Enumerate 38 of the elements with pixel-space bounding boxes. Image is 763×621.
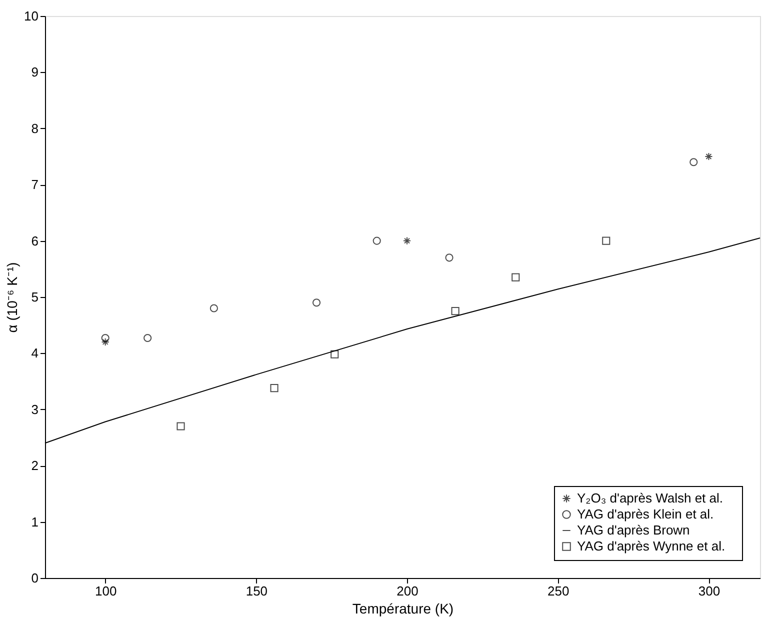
y-tick-label: 8 bbox=[31, 120, 38, 136]
point bbox=[144, 334, 152, 342]
y-tick-label: 6 bbox=[31, 233, 38, 248]
y-tick-label: 7 bbox=[31, 177, 38, 192]
x-tick-label: 100 bbox=[94, 584, 117, 598]
point bbox=[270, 384, 278, 392]
y-tick-label: 10 bbox=[24, 8, 38, 24]
y-tick-label: 9 bbox=[31, 64, 38, 80]
x-tick-label: 150 bbox=[246, 584, 268, 598]
point bbox=[210, 304, 218, 312]
point bbox=[602, 236, 610, 245]
x-tick-label: 300 bbox=[698, 584, 720, 598]
point bbox=[312, 298, 321, 307]
point bbox=[176, 422, 185, 430]
y-tick-label: 1 bbox=[31, 514, 38, 530]
x-tick-label: 250 bbox=[548, 584, 570, 598]
x-axis-title: Température (K) bbox=[352, 600, 454, 616]
x-tick-label: 200 bbox=[396, 584, 418, 598]
point bbox=[101, 338, 110, 346]
point bbox=[330, 350, 339, 358]
y-tick-label: 3 bbox=[31, 402, 38, 417]
point bbox=[451, 307, 460, 316]
y-tick-label: 4 bbox=[31, 346, 38, 361]
legend-label: Y₂O₃ d'après Walsh et al. bbox=[577, 490, 724, 506]
y-tick-label: 5 bbox=[31, 290, 38, 304]
point bbox=[704, 152, 713, 161]
legend-label: YAG d'après Klein et al. bbox=[577, 506, 714, 522]
y-tick-label: 2 bbox=[31, 458, 38, 474]
point bbox=[372, 236, 381, 245]
y-axis-title: α (10⁻⁶ K⁻¹) bbox=[4, 262, 20, 333]
legend-label: YAG d'après Brown bbox=[577, 522, 690, 538]
legend-label: YAG d'après Wynne et al. bbox=[577, 538, 726, 554]
point bbox=[690, 158, 698, 166]
point bbox=[512, 273, 520, 282]
point bbox=[402, 236, 412, 245]
point bbox=[101, 334, 110, 342]
point bbox=[445, 254, 454, 262]
y-tick-label: 0 bbox=[31, 570, 38, 586]
